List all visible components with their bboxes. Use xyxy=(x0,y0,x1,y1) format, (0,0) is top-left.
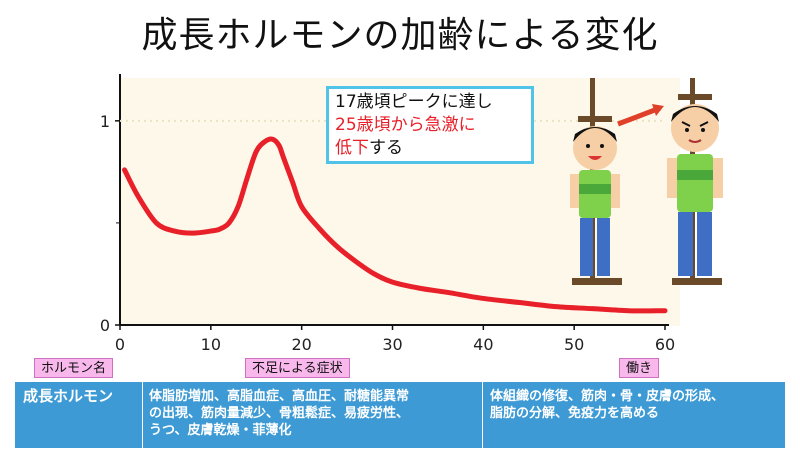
hormone-name-tag: ホルモン名 xyxy=(34,358,114,378)
function-tag: 働き xyxy=(619,358,660,378)
hormone-name-cell: 成長ホルモン xyxy=(23,387,114,405)
functions-cell: 体組織の修復、筋肉・骨・皮膚の形成、 脂肪の分解、免疫力を高める xyxy=(490,388,724,422)
table-divider-2 xyxy=(482,382,483,448)
callout-line-2: 25歳頃から急激に xyxy=(335,115,476,135)
symptoms-line-3: うつ、皮膚乾燥・菲薄化 xyxy=(149,423,292,438)
peak-callout: 17歳頃ピークに達し 25歳頃から急激に 低下する xyxy=(326,86,534,164)
callout-line-1: 17歳頃ピークに達し xyxy=(335,92,493,112)
symptoms-cell: 体脂肪増加、高脂血症、高血圧、耐糖能異常 の出現、筋肉量減少、骨粗鬆症、易疲労性… xyxy=(149,388,409,439)
symptom-tag: 不足による症状 xyxy=(245,358,350,378)
growth-illustration xyxy=(570,78,723,285)
x-tick-label: 30 xyxy=(382,335,402,354)
symptoms-line-2: の出現、筋肉量減少、骨粗鬆症、易疲労性、 xyxy=(149,406,410,421)
x-tick-label: 40 xyxy=(473,335,493,354)
chart-ticks: 0 10 20 30 40 50 60 0 1 xyxy=(100,112,675,354)
functions-line-2: 脂肪の分解、免疫力を高める xyxy=(490,406,660,421)
table-divider-1 xyxy=(142,382,143,448)
callout-line-3-red: 低下 xyxy=(335,138,369,158)
growth-hormone-curve xyxy=(122,136,668,314)
symptoms-line-1: 体脂肪増加、高脂血症、高血圧、耐糖能異常 xyxy=(149,389,410,404)
y-tick-label: 0 xyxy=(100,316,110,335)
short-boy-illustration xyxy=(570,78,622,285)
hormone-table: 成長ホルモン 体脂肪増加、高脂血症、高血圧、耐糖能異常 の出現、筋肉量減少、骨粗… xyxy=(15,382,785,448)
page-title: 成長ホルモンの加齢による変化 xyxy=(141,15,659,56)
x-tick-label: 0 xyxy=(115,335,125,354)
callout-line-3-rest: する xyxy=(369,138,403,158)
callout-line-3: 低下する xyxy=(335,137,525,160)
functions-line-1: 体組織の修復、筋肉・骨・皮膚の形成、 xyxy=(490,389,725,404)
tall-boy-illustration xyxy=(667,78,723,285)
x-tick-label: 20 xyxy=(291,335,311,354)
x-tick-label: 60 xyxy=(655,335,675,354)
y-tick-label: 1 xyxy=(100,112,110,131)
x-tick-label: 10 xyxy=(201,335,221,354)
chart-series xyxy=(122,136,668,314)
x-tick-label: 50 xyxy=(564,335,584,354)
